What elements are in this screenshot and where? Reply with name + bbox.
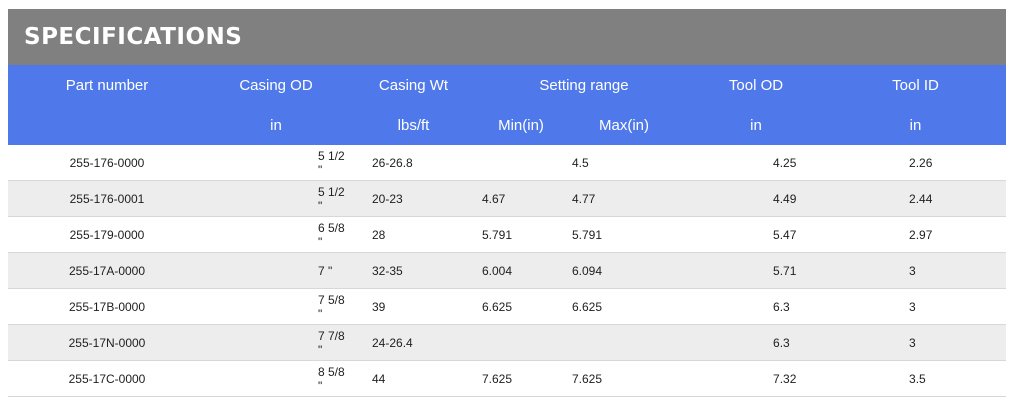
table-row: 255-176-0001 5 1/2 " 20-23 4.67 4.77 4.4… <box>8 180 1007 217</box>
cell-setting-max: 4.77 <box>561 180 688 217</box>
cell-tool-od: 6.3 <box>687 288 826 325</box>
cell-setting-min <box>481 324 561 361</box>
cell-casing-wt: 44 <box>346 360 481 397</box>
table-row: 255-17B-0000 7 5/8 " 39 6.625 6.625 6.3 … <box>8 288 1007 325</box>
header-casing-od: Casing OD <box>239 76 313 94</box>
header-row-titles: Part number Casing OD Casing Wt Setting … <box>8 65 1007 105</box>
cell-tool-id: 3 <box>825 252 1007 289</box>
table-row: 255-17N-0000 7 7/8 " 24-26.4 6.3 3 <box>8 324 1007 361</box>
unit-tool-od: in <box>750 116 762 134</box>
cell-setting-max: 4.5 <box>561 145 688 181</box>
cell-casing-od: 5 1/2 " <box>206 180 346 217</box>
cell-tool-id: 3.5 <box>825 360 1007 397</box>
cell-setting-max: 5.791 <box>561 216 688 253</box>
header-setting-range: Setting range <box>539 76 629 94</box>
cell-setting-max: 7.625 <box>561 360 688 397</box>
header-casing-wt: Casing Wt <box>378 76 449 94</box>
header-tool-od: Tool OD <box>728 76 784 94</box>
unit-setting-min: Min(in) <box>498 116 544 134</box>
cell-setting-max <box>561 324 688 361</box>
cell-setting-max: 6.094 <box>561 252 688 289</box>
cell-tool-od: 7.32 <box>687 360 826 397</box>
cell-tool-od: 5.71 <box>687 252 826 289</box>
cell-setting-min: 4.67 <box>481 180 561 217</box>
unit-part-number <box>8 105 206 145</box>
cell-tool-id: 2.44 <box>825 180 1007 217</box>
cell-casing-wt: 20-23 <box>346 180 481 217</box>
cell-casing-od: 5 1/2 " <box>206 145 346 181</box>
specifications-title: SPECIFICATIONS <box>8 9 1006 65</box>
cell-casing-wt: 24-26.4 <box>346 324 481 361</box>
cell-tool-id: 2.97 <box>825 216 1007 253</box>
table-header: Part number Casing OD Casing Wt Setting … <box>8 65 1007 145</box>
cell-part-number: 255-17B-0000 <box>8 288 206 325</box>
cell-casing-od: 8 5/8 " <box>206 360 346 397</box>
specifications-table: Part number Casing OD Casing Wt Setting … <box>8 65 1007 397</box>
table-row: 255-179-0000 6 5/8 " 28 5.791 5.791 5.47… <box>8 216 1007 253</box>
cell-part-number: 255-176-0000 <box>8 145 206 181</box>
cell-part-number: 255-17N-0000 <box>8 324 206 361</box>
header-row-units: in lbs/ft Min(in) Max(in) in in <box>8 105 1007 145</box>
cell-casing-od: 6 5/8 " <box>206 216 346 253</box>
cell-casing-od: 7 5/8 " <box>206 288 346 325</box>
cell-setting-min: 6.004 <box>481 252 561 289</box>
table-row: 255-17A-0000 7 " 32-35 6.004 6.094 5.71 … <box>8 252 1007 289</box>
cell-setting-min: 5.791 <box>481 216 561 253</box>
cell-tool-od: 4.49 <box>687 180 826 217</box>
cell-setting-min <box>481 145 561 181</box>
header-tool-id: Tool ID <box>892 76 939 94</box>
cell-casing-od: 7 7/8 " <box>206 324 346 361</box>
cell-casing-wt: 26-26.8 <box>346 145 481 181</box>
header-part-number: Part number <box>65 76 149 94</box>
cell-casing-wt: 28 <box>346 216 481 253</box>
table-body: 255-176-0000 5 1/2 " 26-26.8 4.5 4.25 2.… <box>8 145 1007 397</box>
table-row: 255-176-0000 5 1/2 " 26-26.8 4.5 4.25 2.… <box>8 145 1007 181</box>
cell-casing-wt: 32-35 <box>346 252 481 289</box>
unit-tool-id: in <box>909 116 922 134</box>
unit-casing-od: in <box>270 116 282 134</box>
cell-setting-min: 7.625 <box>481 360 561 397</box>
cell-tool-od: 5.47 <box>687 216 826 253</box>
cell-tool-id: 3 <box>825 324 1007 361</box>
cell-tool-od: 4.25 <box>687 145 826 181</box>
cell-tool-od: 6.3 <box>687 324 826 361</box>
cell-part-number: 255-179-0000 <box>8 216 206 253</box>
cell-part-number: 255-17C-0000 <box>8 360 206 397</box>
cell-tool-id: 3 <box>825 288 1007 325</box>
cell-tool-id: 2.26 <box>825 145 1007 181</box>
cell-part-number: 255-17A-0000 <box>8 252 206 289</box>
specifications-panel: SPECIFICATIONS Part number Casing OD Cas… <box>8 9 1007 397</box>
cell-part-number: 255-176-0001 <box>8 180 206 217</box>
unit-setting-max: Max(in) <box>599 116 650 134</box>
cell-setting-max: 6.625 <box>561 288 688 325</box>
table-row: 255-17C-0000 8 5/8 " 44 7.625 7.625 7.32… <box>8 360 1007 397</box>
cell-casing-wt: 39 <box>346 288 481 325</box>
cell-casing-od: 7 " <box>206 252 346 289</box>
unit-casing-wt: lbs/ft <box>397 116 430 134</box>
cell-setting-min: 6.625 <box>481 288 561 325</box>
